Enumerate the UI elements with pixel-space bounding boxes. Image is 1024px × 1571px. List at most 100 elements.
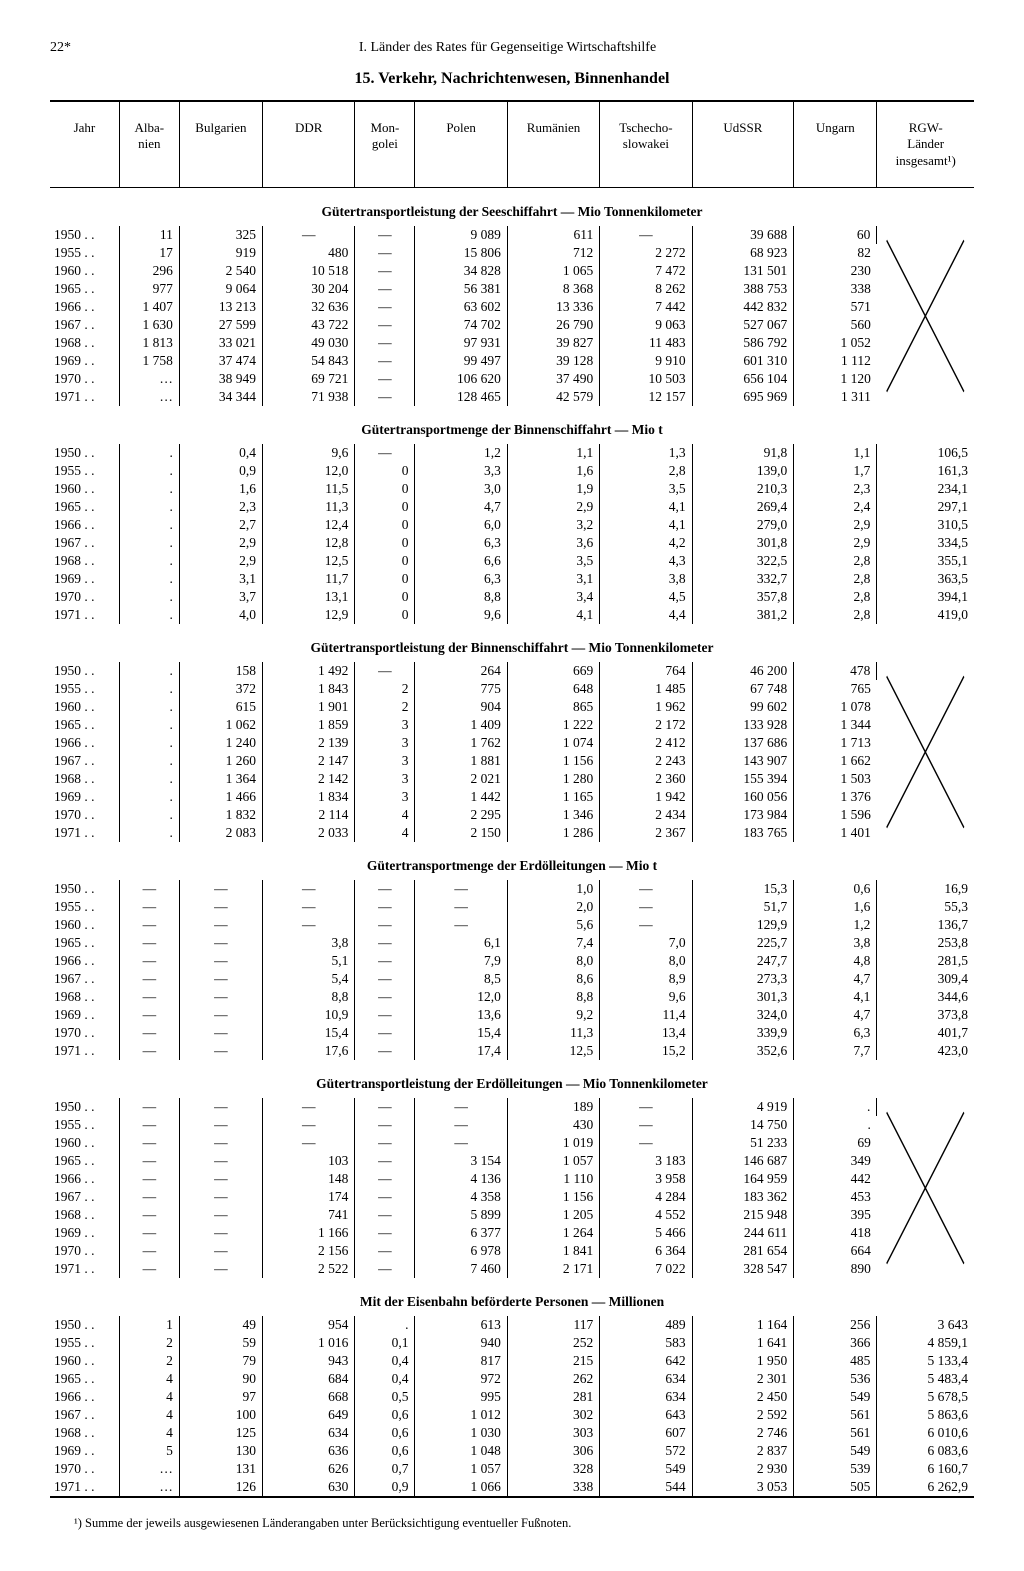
data-cell: 43 722: [263, 316, 355, 334]
data-cell: —: [179, 916, 262, 934]
data-cell: —: [355, 916, 415, 934]
data-cell: 4: [119, 1388, 179, 1406]
data-cell: 2 434: [600, 806, 692, 824]
year-cell: 1965 . .: [50, 934, 119, 952]
data-cell: 7 472: [600, 262, 692, 280]
data-cell: 1 832: [179, 806, 262, 824]
table-row: 1955 . .2591 0160,19402525831 6413664 85…: [50, 1334, 974, 1352]
year-cell: 1955 . .: [50, 462, 119, 480]
data-cell: 4: [119, 1406, 179, 1424]
data-cell: —: [179, 1224, 262, 1242]
data-cell: 42 579: [507, 388, 599, 406]
data-cell: 301,8: [692, 534, 794, 552]
data-cell: 2,9: [794, 534, 877, 552]
data-cell: 3: [355, 788, 415, 806]
data-cell: 2,8: [794, 606, 877, 624]
data-cell: 173 984: [692, 806, 794, 824]
year-cell: 1955 . .: [50, 898, 119, 916]
data-cell: —: [179, 1206, 262, 1224]
data-cell: 1,6: [507, 462, 599, 480]
table-row: 1960 . .—————5,6—129,91,2136,7: [50, 916, 974, 934]
data-cell: 74 702: [415, 316, 507, 334]
table-row: 1971 . .…34 34471 938—128 46542 57912 15…: [50, 388, 974, 406]
data-cell: 3,2: [507, 516, 599, 534]
data-cell: 1 962: [600, 698, 692, 716]
data-cell: 215 948: [692, 1206, 794, 1224]
data-cell: 7,4: [507, 934, 599, 952]
data-cell: —: [119, 1206, 179, 1224]
data-cell: 164 959: [692, 1170, 794, 1188]
table-row: 1965 . .4906840,49722626342 3015365 483,…: [50, 1370, 974, 1388]
data-cell: 0,6: [355, 1406, 415, 1424]
data-cell: 79: [179, 1352, 262, 1370]
data-cell: —: [355, 1224, 415, 1242]
data-cell: 4,7: [794, 1006, 877, 1024]
data-cell: 1 409: [415, 716, 507, 734]
data-cell: —: [119, 898, 179, 916]
year-cell: 1966 . .: [50, 734, 119, 752]
data-cell: 5 899: [415, 1206, 507, 1224]
data-cell: 1 062: [179, 716, 262, 734]
table-row: 1966 . ..2,712,406,03,24,1279,02,9310,5: [50, 516, 974, 534]
data-cell: 2,3: [179, 498, 262, 516]
data-cell: 0,6: [355, 1424, 415, 1442]
data-cell: 1 364: [179, 770, 262, 788]
data-cell: 11,4: [600, 1006, 692, 1024]
col-header: Tschecho-slowakei: [600, 101, 692, 187]
data-cell: 6,3: [415, 570, 507, 588]
table-row: 1967 . .1 63027 59943 722—74 70226 7909 …: [50, 316, 974, 334]
data-cell: 12,0: [415, 988, 507, 1006]
data-cell: 17: [119, 244, 179, 262]
data-cell: 8,8: [415, 588, 507, 606]
table-row: 1969 . .51306360,61 0483065722 8375496 0…: [50, 1442, 974, 1460]
data-cell: .: [119, 770, 179, 788]
data-cell: 1 156: [507, 752, 599, 770]
data-cell: 904: [415, 698, 507, 716]
data-cell: 339,9: [692, 1024, 794, 1042]
data-cell: —: [355, 1024, 415, 1042]
data-cell: —: [600, 898, 692, 916]
data-cell: 136,7: [877, 916, 974, 934]
data-cell: 1 048: [415, 1442, 507, 1460]
data-cell: —: [355, 1042, 415, 1060]
data-cell: 601 310: [692, 352, 794, 370]
data-cell: 6,3: [415, 534, 507, 552]
data-cell: 630: [263, 1478, 355, 1497]
data-cell: 137 686: [692, 734, 794, 752]
data-cell: 4,3: [600, 552, 692, 570]
data-cell: 59: [179, 1334, 262, 1352]
data-cell: —: [119, 1188, 179, 1206]
data-cell: 131: [179, 1460, 262, 1478]
data-cell: —: [179, 1042, 262, 1060]
data-cell: 1 503: [794, 770, 877, 788]
data-cell: 1 311: [794, 388, 877, 406]
data-cell: 1 222: [507, 716, 599, 734]
data-cell: 1 120: [794, 370, 877, 388]
year-cell: 1955 . .: [50, 680, 119, 698]
year-cell: 1960 . .: [50, 1352, 119, 1370]
table-row: 1969 . ..1 4661 83431 4421 1651 942160 0…: [50, 788, 974, 806]
data-cell: 4: [355, 806, 415, 824]
data-cell: 539: [794, 1460, 877, 1478]
stats-table: JahrAlba-nienBulgarienDDRMon-goleiPolenR…: [50, 100, 974, 1498]
data-cell: —: [355, 1134, 415, 1152]
data-cell: 8,8: [507, 988, 599, 1006]
data-cell: 8,9: [600, 970, 692, 988]
data-cell: 2,9: [794, 516, 877, 534]
data-cell: 571: [794, 298, 877, 316]
data-cell: 4 859,1: [877, 1334, 974, 1352]
table-row: 1950 . ..0,49,6—1,21,11,391,81,1106,5: [50, 444, 974, 462]
year-cell: 1950 . .: [50, 444, 119, 462]
data-cell: 9,6: [415, 606, 507, 624]
data-cell: 148: [263, 1170, 355, 1188]
data-cell: .: [119, 570, 179, 588]
data-cell: 3: [355, 716, 415, 734]
data-cell: —: [600, 1116, 692, 1134]
data-cell: 1 401: [794, 824, 877, 842]
data-cell: 0,4: [179, 444, 262, 462]
data-cell: —: [119, 1134, 179, 1152]
data-cell: .: [119, 534, 179, 552]
data-cell: 11,3: [263, 498, 355, 516]
data-cell: 2 522: [263, 1260, 355, 1278]
data-cell: —: [355, 988, 415, 1006]
